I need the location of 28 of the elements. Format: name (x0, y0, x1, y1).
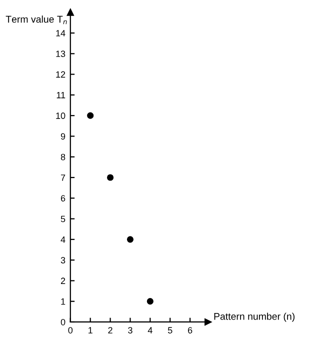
y-tick-label: 9 (60, 133, 66, 140)
x-tick-label: 2 (108, 327, 112, 334)
y-tick-label: 14 (56, 30, 66, 36)
point (146, 298, 154, 305)
y-tick-label: 8 (60, 154, 66, 160)
x-tick-label: 6 (188, 327, 192, 334)
y-tick-label: 0 (60, 318, 66, 326)
x-axis-title: Pattern number (n) (214, 312, 294, 322)
y-tick-label: 10 (56, 112, 66, 119)
y-tick-label: 5 (60, 216, 66, 222)
x-tick-label: 1 (88, 327, 92, 334)
point (87, 112, 94, 119)
point (126, 236, 134, 243)
x-tick-label: 4 (148, 327, 152, 334)
x-tick-label: 0 (68, 327, 73, 334)
y-tick-label: 2 (60, 278, 66, 284)
y-tick-label: 6 (60, 195, 66, 202)
x-tick-label: 3 (128, 327, 132, 334)
y-tick-label: 7 (60, 174, 66, 181)
y-tick-label: 12 (56, 71, 66, 78)
y-axis-title: Term value T$_{n}$ (6, 16, 67, 24)
y-tick-label: 4 (60, 236, 66, 243)
x-tick-label: 5 (168, 327, 172, 334)
point (106, 174, 114, 181)
y-tick-label: 13 (56, 50, 66, 58)
y-tick-label: 11 (56, 92, 66, 98)
y-tick-label: 3 (60, 257, 66, 264)
y-tick-label: 1 (61, 298, 66, 305)
